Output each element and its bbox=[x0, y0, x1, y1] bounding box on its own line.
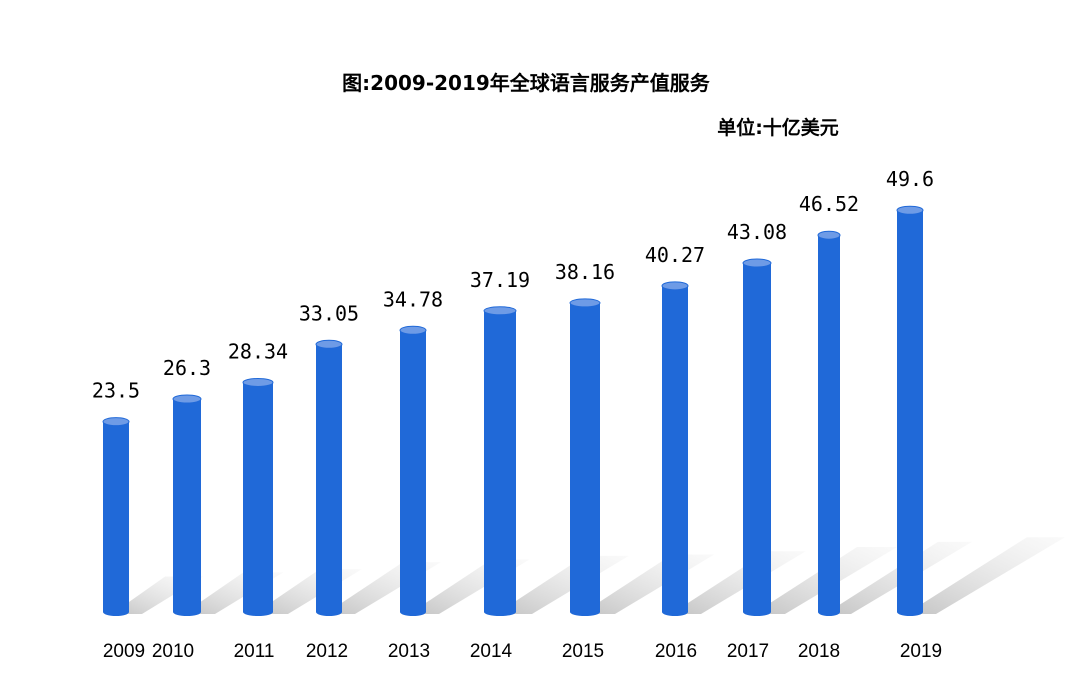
bar bbox=[103, 421, 129, 616]
bar bbox=[316, 344, 342, 616]
bar bbox=[897, 210, 923, 617]
unit-label: 单位:十亿美元 bbox=[717, 116, 839, 139]
bar-top bbox=[569, 298, 601, 308]
bar-top bbox=[483, 306, 517, 316]
value-label: 28.34 bbox=[228, 339, 288, 363]
value-label: 46.52 bbox=[799, 192, 859, 216]
bar bbox=[173, 398, 201, 616]
value-label: 34.78 bbox=[383, 287, 443, 311]
bar-top bbox=[896, 205, 924, 215]
bar-top bbox=[315, 339, 343, 349]
value-label: 26.3 bbox=[163, 356, 211, 380]
tick-label: 2016 bbox=[655, 641, 697, 662]
bar bbox=[484, 310, 516, 616]
bar-top bbox=[661, 281, 689, 291]
value-label: 37.19 bbox=[470, 268, 530, 292]
bar-top bbox=[742, 258, 772, 268]
value-label: 38.16 bbox=[555, 260, 615, 284]
value-label: 40.27 bbox=[645, 243, 705, 267]
tick-label: 2013 bbox=[388, 641, 430, 662]
chart-title: 图:2009-2019年全球语言服务产值服务 bbox=[342, 71, 711, 95]
tick-label: 2010 bbox=[152, 641, 194, 662]
tick-label: 2017 bbox=[727, 641, 769, 662]
bar-shadow bbox=[671, 551, 806, 614]
value-label: 43.08 bbox=[727, 220, 787, 244]
bar bbox=[243, 382, 273, 616]
tick-label: 2014 bbox=[470, 641, 513, 662]
tick-label: 2018 bbox=[798, 641, 840, 662]
bar-top bbox=[399, 325, 427, 335]
bar-top bbox=[172, 394, 202, 404]
tick-label: 2012 bbox=[306, 641, 348, 662]
value-labels: 23.5 26.3 28.34 33.05 34.78 37.19 38.16 40.27 43… bbox=[92, 167, 934, 402]
bar-shadow bbox=[906, 537, 1065, 614]
bar bbox=[570, 302, 600, 616]
bars bbox=[102, 205, 924, 617]
value-label: 49.6 bbox=[886, 167, 934, 191]
tick-label: 2015 bbox=[562, 641, 604, 662]
bar bbox=[818, 235, 840, 617]
bar bbox=[400, 330, 426, 616]
tick-label: 2009 bbox=[103, 641, 145, 662]
bar bbox=[743, 263, 771, 616]
bar-top bbox=[102, 417, 130, 427]
value-label: 33.05 bbox=[299, 301, 359, 325]
x-axis-ticks: 2009 2010 2011 2012 2013 2014 2015 2016 2017 2018… bbox=[103, 641, 942, 662]
bar-top bbox=[242, 377, 274, 387]
bar-top bbox=[817, 230, 841, 240]
bar bbox=[662, 285, 688, 616]
value-label: 23.5 bbox=[92, 379, 140, 403]
tick-label: 2011 bbox=[234, 641, 275, 662]
tick-label: 2019 bbox=[900, 641, 942, 662]
